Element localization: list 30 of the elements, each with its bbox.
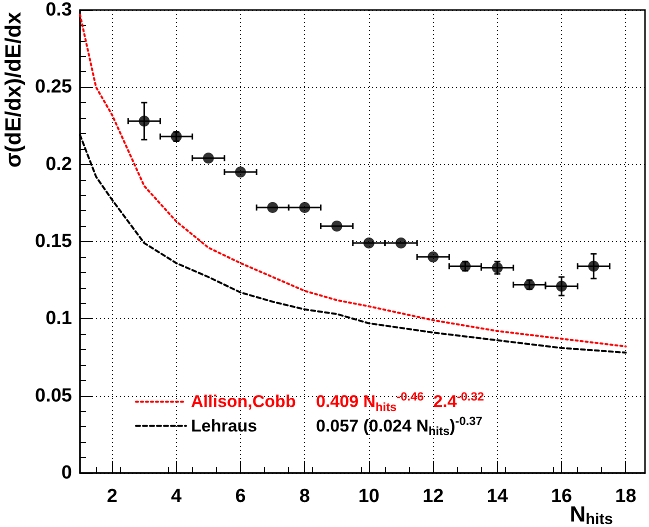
x-tick-label: 18 xyxy=(615,486,636,507)
point xyxy=(556,280,568,292)
point xyxy=(202,152,214,164)
y-axis-title: σ(dE/dx)/dE/dx xyxy=(0,11,26,168)
x-tick-label: 16 xyxy=(550,486,572,507)
x-tick-label: 8 xyxy=(299,486,310,507)
point xyxy=(331,220,342,232)
point xyxy=(428,251,439,262)
point xyxy=(363,238,374,249)
point xyxy=(396,238,407,249)
x-tick-label: 12 xyxy=(422,486,444,507)
x-tick-label: 14 xyxy=(486,486,508,507)
point xyxy=(235,166,246,178)
y-tick-label: 0.3 xyxy=(46,0,72,20)
y-tick-label: 0.15 xyxy=(35,231,72,252)
point xyxy=(267,202,278,214)
y-tick-label: 0.05 xyxy=(35,385,72,406)
y-tick-label: 0.2 xyxy=(46,154,72,175)
line-series xyxy=(79,14,627,348)
point xyxy=(588,260,600,272)
point xyxy=(299,202,310,214)
y-tick-label: 0.1 xyxy=(46,308,72,330)
y-tick-label: 0.25 xyxy=(35,76,72,98)
point xyxy=(138,116,150,127)
y-tick-label: 0 xyxy=(61,462,72,484)
x-tick-label: 2 xyxy=(106,486,118,507)
x-tick-label: 10 xyxy=(358,486,380,507)
x-tick-label: 4 xyxy=(171,486,182,507)
x-tick-label: 6 xyxy=(235,486,246,507)
point xyxy=(492,262,503,274)
